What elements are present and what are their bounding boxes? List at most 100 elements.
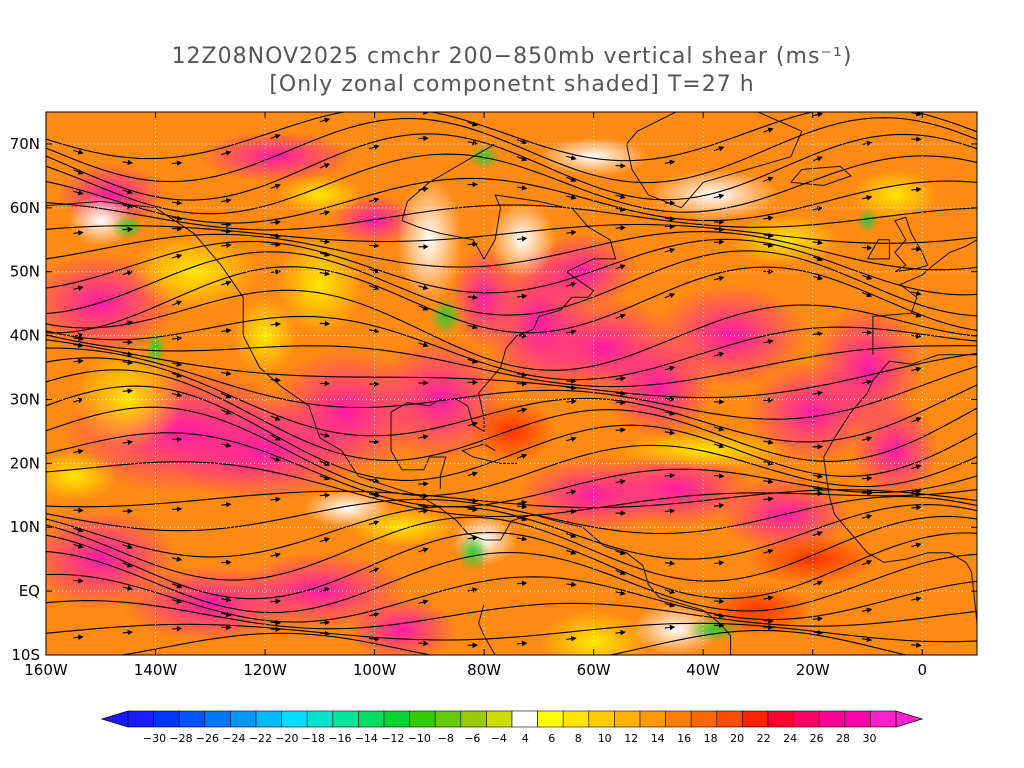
coastline: [460, 443, 517, 464]
streamline-arrow: [73, 358, 84, 364]
streamline-arrow: [763, 339, 774, 345]
lon-tick-label: 160W: [24, 661, 68, 679]
streamline-arrow: [418, 599, 429, 605]
colorbar-swatch: [793, 710, 820, 728]
colorbar-swatch: [281, 710, 308, 728]
colorbar-label: 6: [548, 732, 555, 745]
streamline-arrow: [566, 229, 577, 236]
coastline: [867, 239, 890, 260]
streamline-arrow: [270, 415, 281, 421]
streamline-arrow: [516, 185, 528, 191]
colorbar-label: −12: [381, 732, 404, 745]
streamline-arrow: [73, 230, 84, 236]
streamline-arrow: [270, 134, 281, 140]
chart-title-line1: 12Z08NOV2025 cmchr 200−850mb vertical sh…: [171, 44, 853, 69]
streamline-arrow: [516, 516, 528, 522]
coastline: [390, 207, 617, 433]
colorbar-swatch: [460, 710, 487, 728]
streamline-arrow: [714, 560, 725, 566]
streamline-arrow: [566, 398, 577, 405]
streamline-arrow: [221, 442, 232, 448]
colorbar-label: 8: [575, 732, 582, 745]
colorbar-label: 22: [757, 732, 771, 745]
streamline-arrow: [220, 409, 232, 415]
streamline-arrow: [220, 392, 232, 399]
streamline: [46, 153, 977, 215]
streamline-arrow: [911, 112, 922, 117]
streamline-arrow: [812, 275, 824, 281]
streamline-arrow: [270, 321, 281, 328]
streamline-arrow: [911, 312, 922, 318]
colorbar-swatch: [306, 710, 334, 728]
shear-region: [347, 597, 457, 655]
colorbar-swatch: [332, 710, 359, 728]
streamline: [46, 369, 977, 462]
colorbar-swatch: [153, 710, 180, 728]
streamline-arrow: [171, 506, 183, 512]
colorbar-swatch: [358, 710, 385, 728]
streamline-arrow: [171, 392, 183, 398]
streamline-arrow: [713, 425, 725, 432]
streamline-arrow: [418, 493, 429, 499]
streamline-arrow: [911, 186, 922, 193]
streamline-arrow: [566, 635, 577, 642]
streamline: [46, 231, 977, 271]
streamline-arrow: [368, 144, 380, 150]
streamline-arrow: [763, 397, 774, 403]
shear-region: [599, 450, 753, 528]
streamline-arrow: [319, 630, 331, 637]
streamline-arrow: [516, 453, 528, 459]
streamline: [46, 489, 977, 509]
streamline-arrow: [812, 331, 824, 337]
streamline-arrow: [73, 149, 84, 155]
streamline: [46, 223, 977, 244]
streamline-arrow: [763, 242, 774, 248]
streamline-arrow: [763, 439, 774, 445]
streamline-arrow: [270, 183, 281, 190]
streamline-arrow: [566, 489, 577, 495]
streamline-arrow: [171, 200, 183, 206]
streamline-arrow: [122, 439, 134, 446]
map-frame: [45, 111, 978, 656]
colorbar-label: 4: [522, 732, 529, 745]
streamline-arrow: [812, 490, 824, 497]
streamline-arrow: [171, 372, 183, 378]
streamline: [46, 334, 977, 388]
coastline: [478, 603, 496, 655]
streamline-arrow: [664, 396, 676, 402]
colorbar-label: −6: [464, 732, 480, 745]
streamline-arrow: [270, 496, 281, 503]
streamline-arrow: [319, 163, 331, 169]
colorbar-swatch: [178, 710, 206, 728]
streamline-arrow: [171, 361, 183, 367]
streamline-arrow: [73, 634, 84, 641]
coastline: [790, 165, 852, 187]
streamline-arrow: [812, 531, 823, 537]
colorbar-swatch: [614, 710, 641, 728]
streamline-arrow: [861, 475, 873, 482]
streamline-arrow: [861, 274, 873, 280]
streamline-arrow: [467, 471, 479, 477]
streamline-arrow: [171, 253, 183, 260]
streamline-arrow: [566, 436, 577, 442]
streamline-arrow: [615, 206, 626, 212]
streamline-arrow: [319, 117, 331, 123]
streamline-arrow: [615, 399, 626, 406]
streamline-arrow: [714, 473, 725, 479]
lat-tick-label: 50N: [10, 263, 40, 281]
streamline: [46, 289, 977, 371]
colorbar-swatch: [716, 710, 743, 728]
shear-region: [856, 207, 879, 234]
streamline-arrow: [664, 624, 676, 631]
coastline: [894, 216, 929, 273]
streamline-arrow: [861, 195, 873, 201]
coastline: [46, 200, 501, 541]
streamline: [46, 573, 977, 623]
shear-region: [276, 233, 364, 336]
streamline-arrow: [516, 407, 528, 413]
streamline-arrow: [467, 241, 479, 247]
streamline-arrow: [368, 492, 380, 498]
streamline: [46, 406, 977, 497]
streamline-arrow: [171, 556, 183, 562]
shear-region: [429, 297, 463, 336]
